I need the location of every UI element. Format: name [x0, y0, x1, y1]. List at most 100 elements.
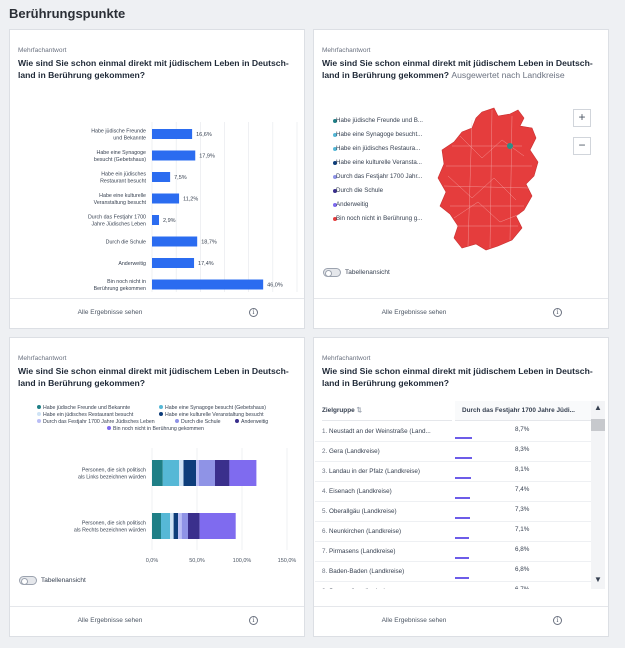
toggle-switch[interactable] — [323, 268, 341, 277]
row-label: Neustadt an der Weinstraße (Land... — [327, 428, 431, 435]
card-footer: Alle Ergebnisse sehen i — [314, 606, 608, 636]
kicker-label: Mehrfachantwort — [322, 355, 371, 362]
row-label: Speyer (Landkreise) — [327, 588, 386, 589]
legend-label: Bin noch nicht in Berührung gekommen — [113, 426, 204, 432]
see-all-results-link[interactable]: Alle Ergebnisse sehen — [77, 309, 143, 316]
x-tick-label: 150,0% — [278, 558, 297, 564]
legend-dot — [235, 419, 239, 423]
row-value-bar — [455, 477, 472, 479]
info-icon[interactable]: i — [249, 308, 258, 317]
table-view-toggle[interactable]: Tabellenansicht — [323, 268, 390, 277]
bar — [152, 236, 198, 247]
table-row[interactable]: 2. Gera (Landkreise) 8,3% — [315, 442, 592, 462]
bar — [152, 215, 160, 225]
card-bar-chart: Mehrfachantwort Wie sind Sie schon einma… — [9, 29, 305, 329]
legend-item[interactable]: Habe ein jüdisches Restaura... — [336, 145, 421, 152]
map-subtitle: Ausgewertet nach Landkreise — [451, 70, 565, 80]
question-title: Wie sind Sie schon einmal direkt mit jüd… — [18, 58, 289, 80]
legend-label: Habe ein jüdisches Restaurant besucht — [43, 412, 134, 418]
card-map: Mehrfachantwort Wie sind Sie schon einma… — [313, 29, 609, 329]
row-name: 5. Oberallgäu (Landkreise) — [322, 508, 450, 515]
card-footer: Alle Ergebnisse sehen i — [314, 298, 608, 328]
row-value: 7,4% — [515, 486, 530, 493]
table-row[interactable]: 9. Speyer (Landkreise) 6,7% — [315, 582, 592, 589]
row-label: Oberallgäu (Landkreise) — [327, 508, 397, 515]
row-value: 7,1% — [515, 526, 530, 533]
bar — [152, 129, 193, 139]
row-rank: 5. — [322, 508, 328, 515]
column-header-target-group[interactable]: Zielgruppe ⇅ — [322, 401, 452, 421]
see-all-results-link[interactable]: Alle Ergebnisse sehen — [77, 617, 143, 624]
legend-item[interactable]: Durch die Schule — [336, 187, 384, 194]
see-all-results-link[interactable]: Alle Ergebnisse sehen — [381, 309, 447, 316]
table-row[interactable]: 5. Oberallgäu (Landkreise) 7,3% — [315, 502, 592, 522]
table-row[interactable]: 4. Eisenach (Landkreise) 7,4% — [315, 482, 592, 502]
table-row[interactable]: 8. Baden-Baden (Landkreise) 6,8% — [315, 562, 592, 582]
kicker-label: Mehrfachantwort — [322, 47, 371, 54]
row-label: Neunkirchen (Landkreise) — [327, 528, 402, 535]
category-label: Habe ein jüdisches Restaurant besucht — [100, 172, 146, 185]
scroll-down-icon[interactable]: ▼ — [594, 575, 602, 584]
row-rank: 7. — [322, 548, 328, 555]
legend-dot — [175, 419, 179, 423]
legend-label: Anderweitig — [241, 419, 268, 425]
zoom-in-button[interactable]: + — [573, 109, 591, 127]
scroll-thumb[interactable] — [591, 419, 605, 431]
table-view-toggle[interactable]: Tabellenansicht — [19, 576, 86, 585]
map-highlight — [507, 143, 513, 149]
toggle-switch[interactable] — [19, 576, 37, 585]
bar — [152, 172, 171, 182]
legend-item[interactable]: Habe jüdische Freunde und B... — [336, 117, 424, 124]
row-name: 8. Baden-Baden (Landkreise) — [322, 568, 450, 575]
card-footer: Alle Ergebnisse sehen i — [10, 298, 304, 328]
question-title: Wie sind Sie schon einmal direkt mit jüd… — [18, 366, 289, 388]
map-region-shape — [437, 107, 539, 251]
scroll-up-icon[interactable]: ▲ — [594, 403, 602, 412]
legend-label: Habe eine kulturelle Veranstaltung besuc… — [165, 412, 264, 418]
bar-value-label: 17,9% — [199, 154, 215, 160]
legend-item[interactable]: Anderweitig — [336, 201, 369, 208]
toggle-label: Tabellenansicht — [41, 577, 86, 584]
info-icon[interactable]: i — [249, 616, 258, 625]
map-region-border — [443, 109, 532, 249]
bar-value-label: 17,4% — [198, 261, 214, 267]
category-label: Bin noch nicht in Berührung gekommen — [94, 279, 146, 292]
row-value: 6,8% — [515, 546, 530, 553]
info-icon[interactable]: i — [553, 308, 562, 317]
legend-dot — [333, 119, 337, 123]
row-value-bar — [455, 557, 469, 559]
legend-label: Durch die Schule — [181, 419, 221, 425]
sort-icon[interactable]: ⇅ — [356, 407, 362, 414]
row-name: 2. Gera (Landkreise) — [322, 448, 450, 455]
legend-dot — [333, 175, 337, 179]
bar — [152, 193, 180, 204]
table-row[interactable]: 3. Landau in der Pfalz (Landkreise) 8,1% — [315, 462, 592, 482]
kicker-label: Mehrfachantwort — [18, 355, 67, 362]
zoom-out-button[interactable]: − — [573, 137, 591, 155]
info-icon[interactable]: i — [553, 616, 562, 625]
stacked-bar-segment — [215, 460, 230, 486]
table-row[interactable]: 7. Pirmasens (Landkreise) 6,8% — [315, 542, 592, 562]
bar-value-label: 2,9% — [163, 218, 176, 224]
legend-dot — [333, 133, 337, 137]
stacked-bar-segment — [161, 513, 170, 539]
see-all-results-link[interactable]: Alle Ergebnisse sehen — [381, 617, 447, 624]
table-scrollbar[interactable]: ▲ ▼ — [591, 401, 605, 589]
legend-dot — [159, 412, 163, 416]
column-header-festjahr[interactable]: Durch das Festjahr 1700 Jahre Jüdi... — [455, 401, 592, 421]
row-name: 6. Neunkirchen (Landkreise) — [322, 528, 450, 535]
legend-label: Durch das Festjahr 1700 Jahre Jüdisches … — [43, 419, 155, 425]
row-name: 9. Speyer (Landkreise) — [322, 588, 450, 589]
bar-chart: 0,0%10,0%20,0%30,0%40,0%50,0%60,0%Habe j… — [88, 122, 298, 292]
category-label: Habe jüdische Freunde und Bekannte — [91, 129, 146, 142]
legend-item[interactable]: Habe eine kulturelle Veransta... — [336, 159, 422, 166]
category-label: Habe eine kulturelle Veranstaltung besuch… — [94, 193, 147, 206]
card-footer: Alle Ergebnisse sehen i — [10, 606, 304, 636]
table-row[interactable]: 6. Neunkirchen (Landkreise) 7,1% — [315, 522, 592, 542]
legend-item[interactable]: Habe eine Synagoge besucht... — [336, 131, 423, 138]
category-label: Personen, die sich politisch als Rechts b… — [74, 521, 146, 534]
row-value: 8,3% — [515, 446, 530, 453]
legend-item[interactable]: Durch das Festjahr 1700 Jahr... — [336, 173, 423, 180]
legend-item[interactable]: Bin noch nicht in Berührung g... — [336, 215, 423, 222]
table-row[interactable]: 1. Neustadt an der Weinstraße (Land... 8,… — [315, 422, 592, 442]
